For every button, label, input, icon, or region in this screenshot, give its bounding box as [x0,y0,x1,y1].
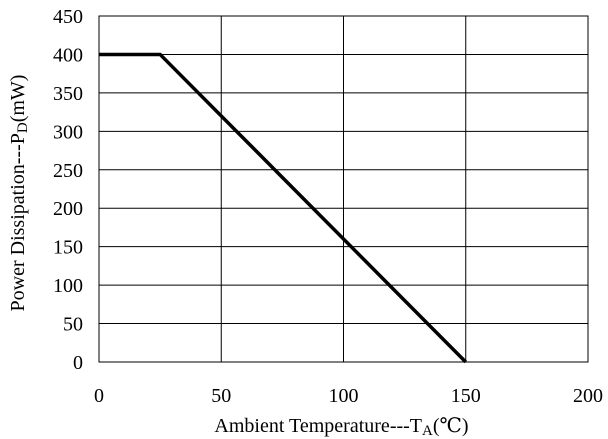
y-tick-label: 350 [53,83,83,105]
x-axis-label-main: Ambient Temperature---T [214,415,422,437]
y-tick-label: 0 [73,352,83,374]
y-tick-labels: 0 50 100 150 200 250 300 350 400 450 [53,6,83,374]
x-tick-label: 200 [573,385,603,407]
y-tick-label: 150 [53,237,83,259]
y-tick-label: 400 [53,44,83,66]
x-tick-labels: 0 50 100 150 200 [94,385,603,407]
series-layer [99,52,467,364]
y-axis-label-sub: D [15,122,31,133]
x-tick-label: 100 [329,385,359,407]
series-line [99,52,467,364]
y-tick-label: 450 [53,6,83,28]
plot-frame [98,15,589,363]
x-tick-label: 50 [211,385,231,407]
x-axis-label-unit: (℃) [433,415,469,437]
y-tick-label: 50 [63,314,83,336]
y-tick-label: 300 [53,121,83,143]
grid [99,16,588,362]
y-tick-label: 200 [53,198,83,220]
y-tick-label: 250 [53,160,83,182]
x-axis-label: Ambient Temperature---TA(℃) [214,415,468,439]
x-tick-label: 150 [451,385,481,407]
y-tick-label: 100 [53,275,83,297]
x-tick-label: 0 [94,385,104,407]
x-axis-label-sub: A [422,423,433,439]
y-axis-label-main: Power Dissipation---P [7,133,29,311]
y-axis-label: Power Dissipation---PD(mW) [7,75,31,312]
y-axis-label-unit: (mW) [7,75,29,123]
